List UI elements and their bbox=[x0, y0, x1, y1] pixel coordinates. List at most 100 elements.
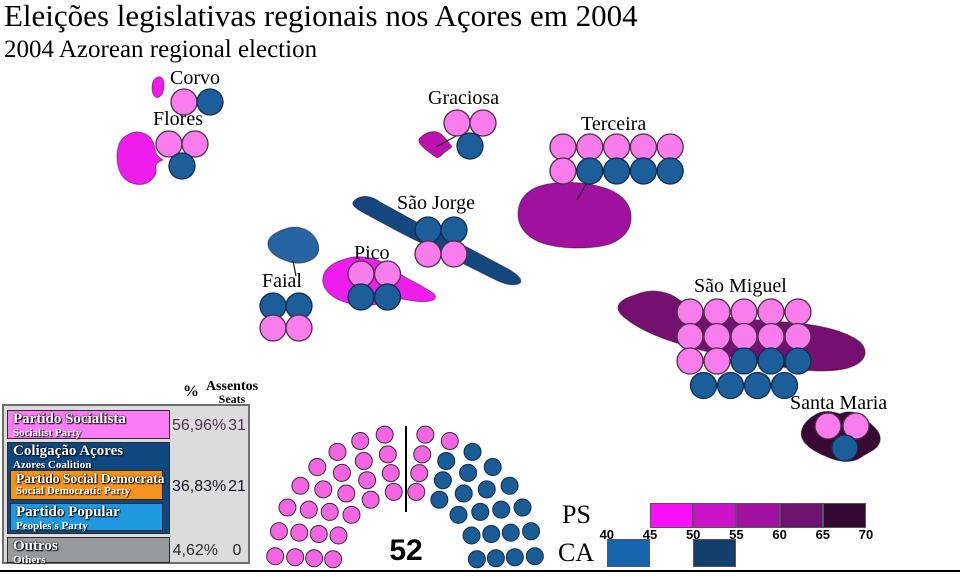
seat-dot-ps bbox=[676, 322, 704, 351]
seat-dot-ps bbox=[285, 314, 313, 342]
hemicycle-seat-ps bbox=[269, 522, 288, 541]
party-name-en: Social Democratic Party bbox=[16, 485, 131, 498]
hemicycle-seat-ps bbox=[308, 458, 327, 477]
hemicycle-seat-ca bbox=[449, 505, 468, 524]
outros-seats: 0 bbox=[232, 542, 242, 559]
seat-dot-ps bbox=[676, 298, 704, 326]
island-label-graciosa: Graciosa bbox=[428, 87, 500, 109]
hemicycle-seat-ca bbox=[513, 498, 532, 517]
ps-percent: 56,96% bbox=[172, 417, 227, 434]
island-label-terceira: Terceira bbox=[581, 113, 647, 135]
scale-tick-70: 70 bbox=[858, 527, 874, 542]
hemicycle-seat-ps bbox=[440, 431, 459, 450]
party-name-en: Others bbox=[13, 553, 46, 566]
island-shape-terceira bbox=[517, 181, 632, 249]
island-shape-flores bbox=[116, 131, 164, 185]
scale-label-ca: CA bbox=[558, 538, 595, 567]
legend-row-psd: Partido Social Democrata Social Democrat… bbox=[10, 470, 164, 500]
seat-dot-ps bbox=[549, 157, 577, 185]
party-name-en: Peoples's Party bbox=[16, 519, 88, 532]
seat-dot-ca bbox=[730, 347, 758, 375]
hemicycle-seat-ps bbox=[342, 505, 361, 524]
seat-dot-ca bbox=[770, 371, 799, 400]
hemicycle-seat-ps bbox=[410, 464, 429, 483]
seat-dot-ps bbox=[703, 298, 731, 326]
hemicycle-seat-ps bbox=[278, 498, 297, 517]
seat-dot-ps bbox=[469, 109, 497, 137]
island-label-sao-miguel: São Miguel bbox=[694, 275, 787, 297]
seat-dot-ps bbox=[576, 133, 604, 161]
hemicycle-seat-ca bbox=[433, 471, 452, 490]
hemicycle-seat-ca bbox=[430, 490, 449, 509]
legend-row-pp: Partido Popular Peoples's Party bbox=[10, 503, 163, 531]
seat-dot-ca bbox=[196, 88, 224, 116]
seat-dot-ca bbox=[576, 157, 604, 185]
legend-header-seats: Seats bbox=[218, 392, 246, 406]
island-label-sao-jorge: São Jorge bbox=[397, 192, 475, 214]
party-name-en: Azores Coalition bbox=[13, 458, 92, 471]
seat-dot-ps bbox=[549, 133, 577, 161]
seat-dot-ca bbox=[629, 157, 658, 185]
seat-dot-ps bbox=[703, 322, 731, 351]
party-name-pt: Coligação Açores bbox=[13, 443, 124, 459]
seat-dot-ca bbox=[414, 216, 442, 244]
scale-label-ps: PS bbox=[562, 500, 591, 529]
seat-dot-ps bbox=[703, 347, 731, 375]
legend-row-ps: Partido Socialista Socialist Party bbox=[7, 410, 170, 439]
party-name-pt: Partido Popular bbox=[16, 504, 120, 520]
island-shape-faial bbox=[267, 226, 320, 264]
seat-dot-ca bbox=[689, 371, 718, 400]
hemicycle-seat-ca bbox=[486, 549, 505, 568]
hemicycle-seat-ca bbox=[463, 442, 482, 461]
legend-row-outros: Outros Others bbox=[7, 537, 170, 565]
scale-tick-55: 55 bbox=[729, 527, 744, 542]
hemicycle-seat-ca bbox=[454, 484, 473, 503]
hemicycle-seat-ps bbox=[320, 502, 339, 521]
hemicycle-seat-ps bbox=[361, 490, 380, 509]
hemicycle-seat-ps bbox=[286, 548, 305, 567]
party-name-pt: Partido Socialista bbox=[13, 411, 126, 427]
seat-dot-ps bbox=[259, 314, 287, 342]
hemicycle-seat-ps bbox=[266, 547, 285, 566]
seat-dot-ps bbox=[784, 322, 812, 351]
seat-dot-ps bbox=[730, 298, 758, 326]
scale-tick-50: 50 bbox=[685, 527, 701, 542]
scale-tick-60: 60 bbox=[772, 527, 787, 542]
island-shape-corvo bbox=[151, 76, 165, 98]
hemicycle-seat-ps bbox=[351, 431, 370, 450]
hemicycle-seat-ca bbox=[471, 502, 490, 521]
legend-header-percent: % bbox=[183, 383, 199, 400]
ca-seat-count: 21 bbox=[228, 478, 246, 495]
seat-dot-ps bbox=[814, 412, 842, 440]
island-label-faial: Faial bbox=[262, 270, 302, 292]
seat-dot-ca bbox=[440, 216, 468, 244]
island-label-flores: Flores bbox=[153, 108, 203, 130]
connector-terceira bbox=[576, 180, 589, 201]
seat-dot-ca bbox=[757, 347, 785, 375]
seat-dot-ps bbox=[757, 298, 785, 326]
hemicycle-seat-ps bbox=[329, 526, 348, 545]
seat-dot-ps bbox=[656, 133, 684, 161]
hemicycle-seat-ca bbox=[522, 522, 541, 541]
hemicycle-seat-ps bbox=[324, 550, 343, 569]
party-name-en: Socialist Party bbox=[13, 426, 82, 439]
hemicycle-seat-ca bbox=[462, 526, 481, 545]
seat-dot-ps bbox=[784, 298, 812, 326]
seat-dot-ca bbox=[716, 371, 745, 400]
seat-dot-ca bbox=[656, 157, 684, 185]
island-label-pico: Pico bbox=[354, 242, 390, 264]
seat-dot-ps bbox=[602, 133, 631, 161]
legend-row-ca: Coligação Açores Azores Coalition Partid… bbox=[7, 442, 170, 534]
seat-dot-ca bbox=[456, 132, 484, 160]
ca-scale-box-40-45 bbox=[606, 539, 650, 567]
legend-table: Partido Socialista Socialist Party Colig… bbox=[2, 404, 250, 565]
hemicycle-seat-ps bbox=[381, 464, 400, 483]
seat-dot-ca bbox=[347, 283, 375, 311]
hemicycle-seat-ps bbox=[354, 452, 373, 471]
seat-dot-ca bbox=[743, 371, 772, 400]
seat-dot-ps bbox=[440, 240, 468, 268]
ps-scale-box-65-70 bbox=[822, 503, 866, 528]
hemicycle-seat-ps bbox=[332, 463, 351, 482]
ps-scale-box-50-55 bbox=[693, 503, 737, 528]
total-seats-label: 52 bbox=[389, 534, 423, 567]
